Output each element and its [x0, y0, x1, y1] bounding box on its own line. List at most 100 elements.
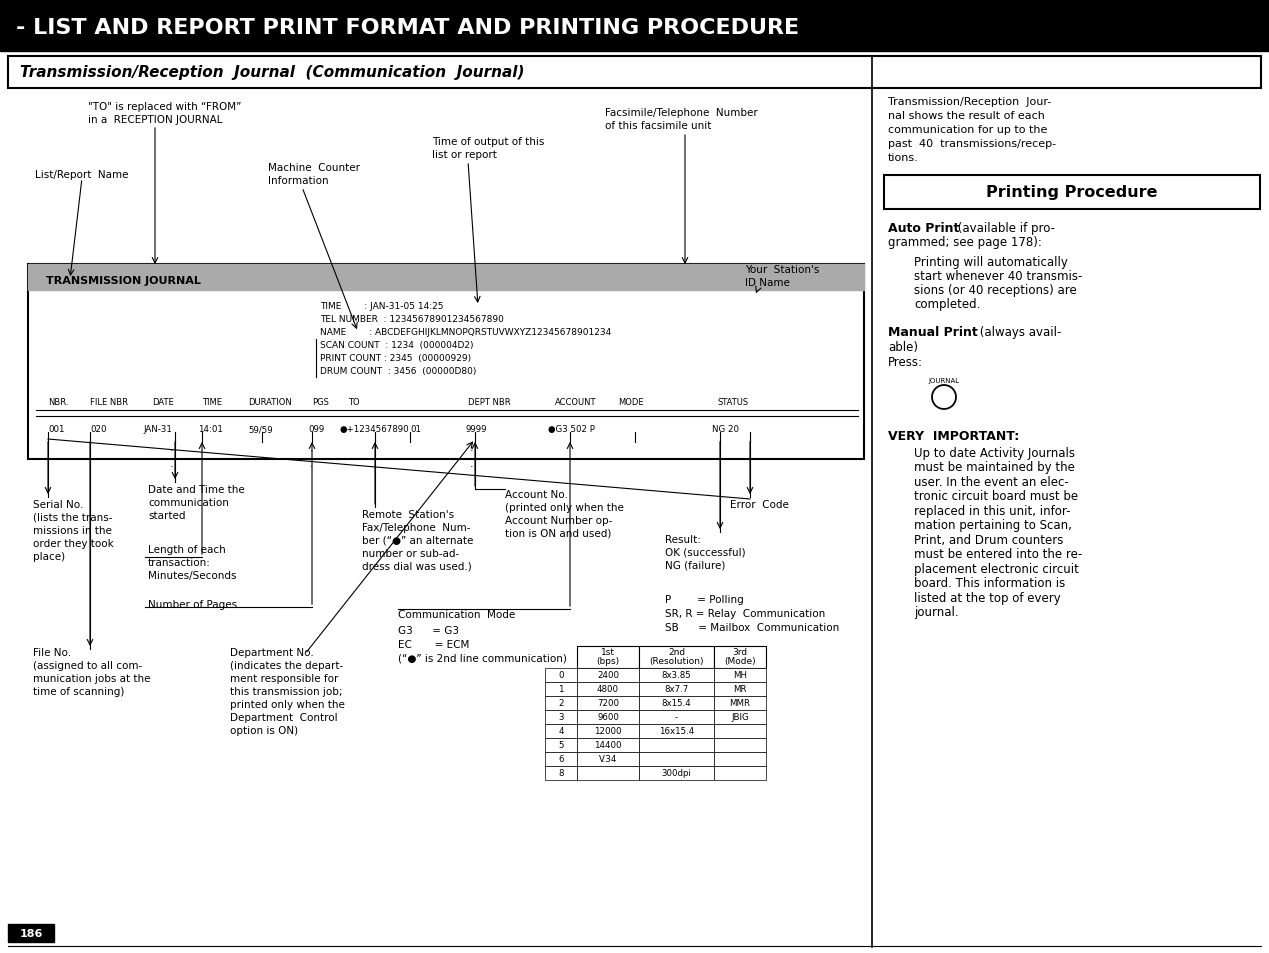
Text: printed only when the: printed only when the	[230, 700, 345, 709]
Text: .: .	[470, 458, 473, 469]
Text: .: .	[470, 451, 473, 460]
Bar	[577, 766, 640, 781]
Text: Result:: Result:	[665, 535, 700, 544]
Text: 2: 2	[558, 699, 563, 708]
Text: must be entered into the re-: must be entered into the re-	[914, 548, 1082, 561]
Text: Transmission/Reception  Journal  (Communication  Journal): Transmission/Reception Journal (Communic…	[20, 66, 524, 80]
Text: place): place)	[33, 552, 65, 561]
Text: (Mode): (Mode)	[725, 657, 756, 666]
Text: Remote  Station's: Remote Station's	[362, 510, 454, 519]
Text: Up to date Activity Journals: Up to date Activity Journals	[914, 447, 1075, 459]
Bar	[8, 57, 1261, 89]
Text: TO: TO	[348, 398, 359, 407]
Text: JAN-31: JAN-31	[143, 425, 171, 434]
Text: missions in the: missions in the	[33, 525, 112, 536]
Bar	[544, 766, 577, 781]
Text: ACCOUNT: ACCOUNT	[555, 398, 596, 407]
Text: tronic circuit board must be: tronic circuit board must be	[914, 490, 1079, 503]
Text: 9600: 9600	[596, 713, 619, 721]
Text: .: .	[310, 458, 313, 469]
Text: able): able)	[888, 340, 917, 354]
Text: in a  RECEPTION JOURNAL: in a RECEPTION JOURNAL	[88, 115, 222, 125]
Bar	[714, 710, 766, 724]
Text: Department  Control: Department Control	[230, 712, 338, 722]
Text: (available if pro-: (available if pro-	[954, 222, 1055, 234]
Bar	[640, 682, 714, 697]
Text: NG (failure): NG (failure)	[665, 560, 726, 571]
Text: (printed only when the: (printed only when the	[505, 502, 624, 513]
Text: Printing Procedure: Printing Procedure	[986, 185, 1157, 200]
Text: 14400: 14400	[594, 740, 622, 750]
Text: time of scanning): time of scanning)	[33, 686, 124, 697]
Bar	[640, 766, 714, 781]
Text: start whenever 40 transmis-: start whenever 40 transmis-	[914, 270, 1082, 283]
Text: 2400: 2400	[596, 671, 619, 679]
Text: communication for up to the: communication for up to the	[888, 125, 1047, 135]
Text: completed.: completed.	[914, 297, 981, 311]
Bar	[714, 682, 766, 697]
Text: 6: 6	[558, 755, 563, 763]
Text: Account No.: Account No.	[505, 490, 567, 499]
Bar	[640, 697, 714, 710]
Text: JBIG: JBIG	[731, 713, 749, 721]
Text: 2nd: 2nd	[667, 648, 685, 657]
Text: TIME        : JAN-31-05 14:25: TIME : JAN-31-05 14:25	[320, 302, 443, 312]
Text: MH: MH	[733, 671, 747, 679]
Text: this transmission job;: this transmission job;	[230, 686, 343, 697]
Text: Machine  Counter: Machine Counter	[268, 163, 360, 172]
Text: nal shows the result of each: nal shows the result of each	[888, 111, 1044, 121]
Text: G3      = G3: G3 = G3	[398, 625, 459, 636]
Text: sions (or 40 receptions) are: sions (or 40 receptions) are	[914, 284, 1077, 296]
Circle shape	[931, 386, 956, 410]
Text: NBR.: NBR.	[48, 398, 69, 407]
Text: 1st: 1st	[602, 648, 615, 657]
Text: Error  Code: Error Code	[730, 499, 789, 510]
Bar	[544, 739, 577, 752]
Text: started: started	[148, 511, 185, 520]
Text: of this facsimile unit: of this facsimile unit	[605, 121, 712, 131]
Text: 020: 020	[90, 425, 107, 434]
Text: 8: 8	[558, 769, 563, 778]
Text: NG 20: NG 20	[712, 425, 739, 434]
Text: 4: 4	[558, 727, 563, 736]
Text: 8x3.85: 8x3.85	[661, 671, 692, 679]
Text: (“●” is 2nd line communication): (“●” is 2nd line communication)	[398, 654, 567, 663]
Text: Facsimile/Telephone  Number: Facsimile/Telephone Number	[605, 108, 758, 118]
Text: dress dial was used.): dress dial was used.)	[362, 561, 472, 572]
Text: replaced in this unit, infor-: replaced in this unit, infor-	[914, 504, 1071, 517]
Text: 59/59: 59/59	[247, 425, 273, 434]
Text: Account Number op-: Account Number op-	[505, 516, 613, 525]
Text: TEL NUMBER  : 12345678901234567890: TEL NUMBER : 12345678901234567890	[320, 315, 504, 324]
Text: Number of Pages: Number of Pages	[148, 599, 237, 609]
Bar	[544, 710, 577, 724]
Text: munication jobs at the: munication jobs at the	[33, 673, 151, 683]
Bar	[714, 668, 766, 682]
Text: listed at the top of every: listed at the top of every	[914, 592, 1061, 604]
Text: number or sub-ad-: number or sub-ad-	[362, 548, 459, 558]
Bar	[577, 682, 640, 697]
Text: (bps): (bps)	[596, 657, 619, 666]
Bar	[640, 710, 714, 724]
Text: DEPT NBR: DEPT NBR	[468, 398, 510, 407]
Text: 16x15.4: 16x15.4	[659, 727, 694, 736]
Text: (assigned to all com-: (assigned to all com-	[33, 660, 142, 670]
Text: Press:: Press:	[888, 355, 923, 369]
Text: (always avail-: (always avail-	[976, 326, 1061, 338]
Bar	[714, 697, 766, 710]
Text: MODE: MODE	[618, 398, 643, 407]
Bar	[544, 724, 577, 739]
Text: Length of each: Length of each	[148, 544, 226, 555]
Bar	[577, 646, 640, 668]
Text: Department No.: Department No.	[230, 647, 313, 658]
Text: Date and Time the: Date and Time the	[148, 484, 245, 495]
Text: ber (“●” an alternate: ber (“●” an alternate	[362, 536, 473, 545]
Bar	[714, 646, 766, 668]
Text: Communication  Mode: Communication Mode	[398, 609, 515, 619]
Text: .: .	[470, 442, 473, 453]
Text: Time of output of this: Time of output of this	[431, 137, 544, 147]
Text: STATUS: STATUS	[718, 398, 749, 407]
Text: Auto Print: Auto Print	[888, 222, 959, 234]
Text: 300dpi: 300dpi	[661, 769, 692, 778]
Bar	[640, 739, 714, 752]
Text: 8x15.4: 8x15.4	[661, 699, 692, 708]
